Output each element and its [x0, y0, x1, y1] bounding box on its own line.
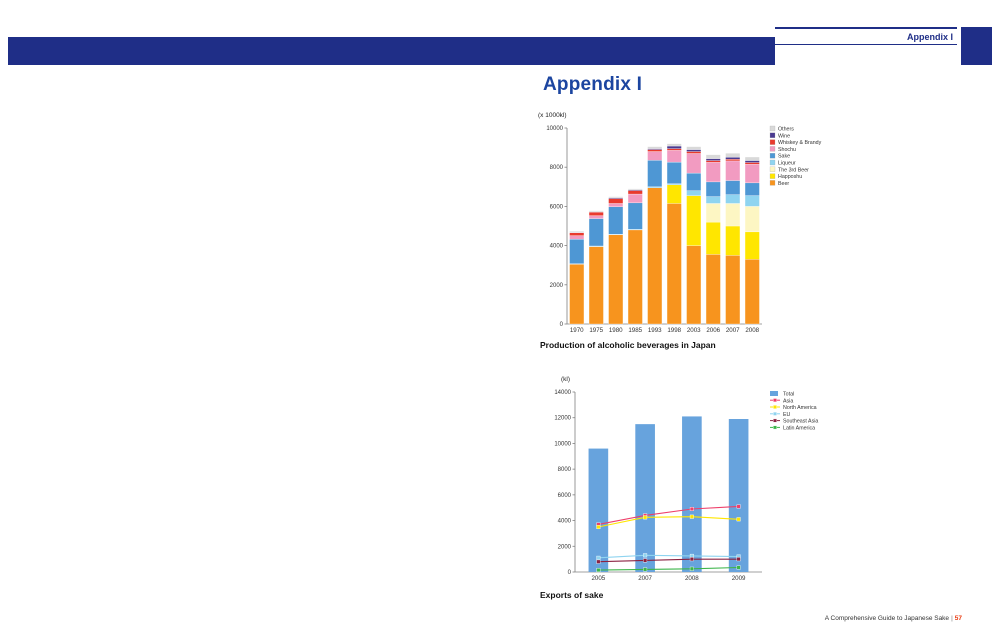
chart2-unit-label: (kl)	[560, 376, 570, 383]
svg-text:Shochu: Shochu	[778, 147, 796, 153]
svg-text:2007: 2007	[726, 327, 740, 334]
svg-text:2000: 2000	[550, 283, 564, 289]
svg-text:2009: 2009	[732, 575, 746, 582]
svg-text:2008: 2008	[745, 327, 759, 334]
svg-text:12000: 12000	[554, 416, 571, 422]
svg-text:4000: 4000	[550, 244, 564, 250]
svg-text:Wine: Wine	[778, 133, 790, 139]
svg-text:8000: 8000	[558, 467, 572, 473]
svg-text:0: 0	[568, 570, 572, 576]
svg-text:Whiskey & Brandy: Whiskey & Brandy	[778, 140, 822, 146]
svg-text:Sake: Sake	[778, 154, 790, 160]
chart1-unit-label: (x 1000kl)	[538, 112, 567, 119]
svg-text:6000: 6000	[550, 204, 564, 210]
svg-text:2008: 2008	[685, 575, 699, 582]
svg-text:2000: 2000	[558, 544, 572, 550]
svg-text:6000: 6000	[558, 493, 572, 499]
header-tab: Appendix I	[775, 27, 957, 45]
svg-text:2003: 2003	[687, 327, 701, 334]
svg-text:The 3rd Beer: The 3rd Beer	[778, 167, 809, 173]
footer: A Comprehensive Guide to Japanese Sake | 5…	[825, 615, 962, 622]
svg-text:14000: 14000	[554, 390, 571, 396]
header-bar	[8, 37, 775, 65]
svg-text:2007: 2007	[638, 575, 652, 582]
svg-text:Asia: Asia	[783, 398, 793, 404]
svg-text:10000: 10000	[546, 126, 563, 132]
svg-text:1985: 1985	[628, 327, 642, 334]
svg-text:Total: Total	[783, 392, 794, 398]
exports-chart: 0 2000 4000 6000 8000 10000 12000 14000 2005 2007…	[554, 390, 818, 582]
svg-text:1998: 1998	[667, 327, 681, 334]
svg-text:0: 0	[560, 322, 564, 328]
footer-separator: |	[951, 615, 953, 622]
page-title: Appendix I	[543, 74, 643, 95]
header-corner-block	[961, 27, 992, 65]
svg-text:2005: 2005	[591, 575, 605, 582]
svg-text:1993: 1993	[648, 327, 662, 334]
svg-text:2006: 2006	[706, 327, 720, 334]
svg-text:Southeast Asia: Southeast Asia	[783, 419, 818, 425]
svg-text:1975: 1975	[589, 327, 603, 334]
header-tab-label: Appendix I	[906, 31, 953, 42]
svg-text:Others: Others	[778, 127, 794, 133]
footer-page-number: 57	[954, 615, 962, 622]
svg-text:10000: 10000	[554, 441, 571, 447]
chart1-title: Production of alcoholic beverages in Jap…	[540, 340, 716, 350]
svg-text:Happoshu: Happoshu	[778, 174, 802, 180]
production-chart: 0 2000 4000 6000 8000 10000 1970 1975 1980 1985 19…	[546, 125, 822, 334]
chart2-title: Exports of sake	[540, 590, 604, 600]
svg-text:Beer: Beer	[778, 181, 789, 187]
svg-text:Latin America: Latin America	[783, 426, 815, 432]
svg-text:4000: 4000	[558, 519, 572, 525]
svg-text:North America: North America	[783, 405, 817, 411]
svg-text:8000: 8000	[550, 165, 564, 171]
svg-text:1970: 1970	[570, 327, 584, 334]
svg-text:Liqueur: Liqueur	[778, 161, 796, 167]
svg-text:1980: 1980	[609, 327, 623, 334]
svg-text:EU: EU	[783, 412, 791, 418]
footer-text: A Comprehensive Guide to Japanese Sake	[824, 615, 950, 622]
